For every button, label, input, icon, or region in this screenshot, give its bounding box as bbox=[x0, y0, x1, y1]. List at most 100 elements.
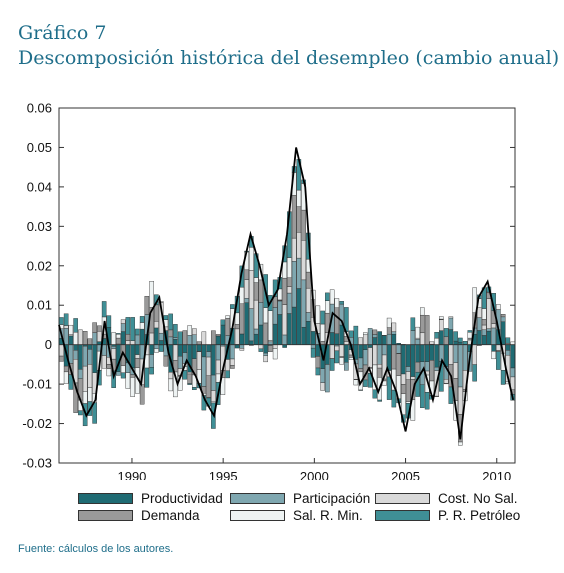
bar-segment bbox=[196, 341, 202, 345]
bar-segment bbox=[353, 325, 359, 345]
bar-segment bbox=[215, 334, 221, 337]
bar-segment bbox=[363, 379, 368, 387]
y-tick-label: 0 bbox=[45, 337, 52, 352]
y-tick-label: -0.03 bbox=[22, 456, 52, 471]
x-tick-label: 1995 bbox=[209, 469, 238, 480]
legend-label: Productividad bbox=[141, 490, 223, 506]
bar-segment bbox=[448, 316, 454, 319]
bar-segment bbox=[391, 334, 397, 345]
bar-segment bbox=[234, 312, 240, 325]
bar-segment bbox=[443, 336, 449, 345]
bar-segment bbox=[63, 328, 69, 345]
bar-segment bbox=[443, 383, 449, 385]
bar-segment bbox=[339, 301, 344, 305]
bar-segment bbox=[182, 370, 188, 380]
bar-segment bbox=[467, 331, 473, 339]
bar-segment bbox=[325, 300, 330, 314]
bar-segment bbox=[401, 373, 406, 385]
bar-segment bbox=[372, 344, 378, 366]
bar-segment bbox=[377, 331, 382, 345]
bar-segment bbox=[386, 376, 392, 400]
bar-segment bbox=[348, 357, 354, 360]
bar-segment bbox=[434, 344, 439, 368]
bar-segment bbox=[477, 307, 482, 318]
bar-segment bbox=[363, 344, 368, 350]
bar-segment bbox=[291, 261, 297, 308]
bar-segment bbox=[59, 317, 64, 325]
y-tick-label: 0.05 bbox=[27, 140, 52, 155]
bar-segment bbox=[149, 281, 154, 308]
bar-segment bbox=[215, 344, 221, 361]
legend-swatch bbox=[375, 509, 430, 521]
bar-segment bbox=[244, 279, 249, 299]
bar-segment bbox=[263, 344, 268, 354]
bar-segment bbox=[458, 441, 463, 446]
bar-segment bbox=[116, 333, 121, 339]
bar-segment bbox=[353, 379, 359, 386]
bar-segment bbox=[296, 288, 302, 345]
bar-segment bbox=[287, 277, 292, 287]
bar-segment bbox=[149, 367, 154, 375]
bar-segment bbox=[377, 344, 382, 365]
bar-segment bbox=[106, 368, 112, 377]
legend-item-participacion: Participación bbox=[230, 490, 370, 506]
bar-segment bbox=[301, 209, 306, 241]
y-tick-label: -0.01 bbox=[22, 377, 52, 392]
bar-segment bbox=[272, 323, 278, 345]
bar-segment bbox=[225, 370, 230, 379]
bar-segment bbox=[287, 257, 292, 278]
bar-segment bbox=[391, 344, 397, 370]
bar-segment bbox=[382, 335, 387, 345]
bar-segment bbox=[358, 368, 363, 373]
bar-segment bbox=[481, 319, 487, 326]
bar-segment bbox=[320, 382, 325, 391]
bar-segment bbox=[291, 306, 297, 345]
bar-segment bbox=[420, 307, 425, 316]
bar-segment bbox=[491, 344, 496, 352]
bar-segment bbox=[386, 327, 392, 335]
bar-segment bbox=[187, 371, 192, 375]
bar-segment bbox=[154, 321, 159, 329]
bar-segment bbox=[177, 331, 183, 345]
bar-segment bbox=[491, 351, 496, 360]
bar-segment bbox=[424, 361, 430, 372]
bar-segment bbox=[500, 316, 506, 323]
bar-segment bbox=[158, 340, 164, 345]
bar-segment bbox=[168, 313, 173, 331]
bar-segment bbox=[429, 360, 435, 382]
bar-segment bbox=[358, 337, 363, 345]
bar-segment bbox=[434, 395, 439, 397]
bar-segment bbox=[510, 341, 515, 345]
bar-segment bbox=[168, 336, 173, 345]
x-tick-label: 2005 bbox=[391, 469, 420, 480]
bar-segment bbox=[481, 335, 487, 345]
bar-segment bbox=[339, 344, 344, 357]
bar-segment bbox=[401, 393, 406, 415]
bar-segment bbox=[367, 347, 373, 368]
bar-segment bbox=[263, 355, 268, 363]
bar-segment bbox=[453, 362, 458, 379]
bar-segment bbox=[458, 344, 463, 388]
bar-segment bbox=[215, 359, 221, 375]
bar-segment bbox=[249, 270, 254, 309]
y-tick-label: -0.02 bbox=[22, 416, 52, 431]
bar-segment bbox=[268, 310, 273, 341]
bar-segment bbox=[386, 344, 392, 371]
legend-item-p-r-petroleo: P. R. Petróleo bbox=[375, 507, 520, 523]
bar-segment bbox=[263, 307, 268, 324]
bar-segment bbox=[106, 364, 112, 370]
bar-segment bbox=[87, 387, 93, 402]
bar-segment bbox=[125, 333, 131, 341]
bar-segment bbox=[158, 301, 164, 303]
bar-segment bbox=[410, 344, 416, 377]
bar-segment bbox=[125, 317, 131, 335]
bar-segment bbox=[87, 349, 93, 365]
bar-segment bbox=[325, 364, 330, 393]
bar-segment bbox=[363, 332, 368, 335]
bar-segment bbox=[439, 319, 444, 331]
bar-segment bbox=[334, 350, 340, 364]
bar-segment bbox=[177, 356, 183, 369]
bar-segment bbox=[244, 298, 249, 303]
bar-segment bbox=[82, 365, 88, 392]
bar-segment bbox=[334, 345, 340, 352]
